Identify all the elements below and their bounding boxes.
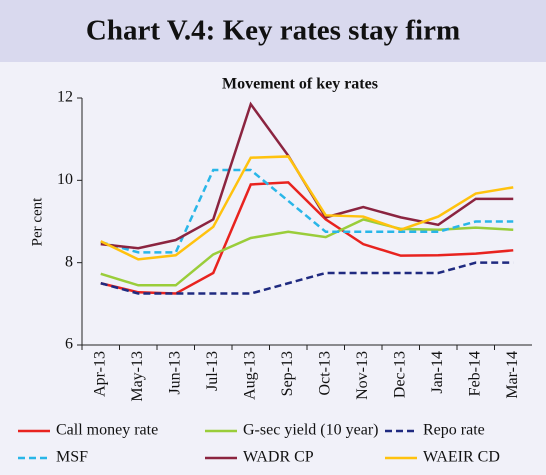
- legend-label: Call money rate: [56, 422, 158, 439]
- chart-title: Chart V.4: Key rates stay firm: [86, 15, 460, 47]
- y-tick-label: 12: [57, 89, 73, 106]
- x-tick-label: Dec-13: [391, 351, 408, 398]
- x-tick-label: Aug-13: [241, 351, 258, 400]
- series-line: [100, 261, 514, 295]
- series-line: [100, 168, 514, 254]
- x-tick-label: Apr-13: [91, 351, 108, 397]
- y-tick-label: 6: [65, 336, 73, 353]
- x-tick-label: Jun-13: [166, 351, 183, 395]
- x-tick-label: Nov-13: [354, 351, 371, 400]
- y-tick-label: 8: [65, 253, 73, 270]
- chart-subtitle: Movement of key rates: [222, 76, 378, 93]
- legend-label: MSF: [56, 449, 88, 466]
- legend-label: WAEIR CD: [423, 449, 500, 466]
- x-tick-label: Mar-14: [504, 351, 521, 399]
- header-band: [0, 0, 546, 62]
- x-tick-label: Feb-14: [466, 351, 483, 396]
- x-tick-label: Jul-13: [204, 351, 221, 391]
- y-axis-label: Per cent: [29, 197, 45, 247]
- x-tick-label: Jan-14: [429, 351, 446, 394]
- series-line: [100, 155, 514, 261]
- legend-label: Repo rate: [423, 422, 485, 439]
- y-tick-label: 10: [57, 171, 73, 188]
- legend-label: G-sec yield (10 year): [243, 422, 379, 439]
- x-tick-label: Oct-13: [316, 351, 333, 395]
- legend-label: WADR CP: [243, 449, 314, 466]
- x-tick-label: May-13: [129, 351, 146, 402]
- x-tick-label: Sep-13: [279, 351, 296, 396]
